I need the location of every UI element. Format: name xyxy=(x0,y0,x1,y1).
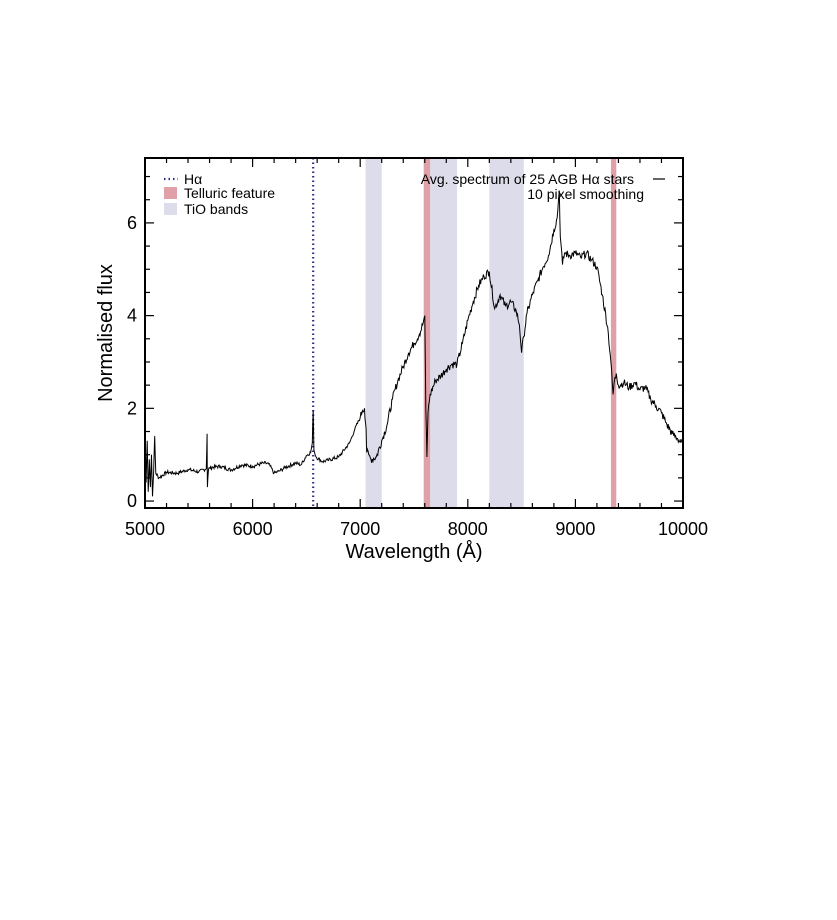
axis-ticks xyxy=(144,158,684,508)
y-tick-label: 6 xyxy=(127,213,137,233)
y-tick-label: 4 xyxy=(127,306,137,326)
x-tick-label: 10000 xyxy=(658,519,708,539)
legend-smoothing-note: 10 pixel smoothing xyxy=(527,186,644,202)
tio-band xyxy=(489,158,524,508)
spectrum-line xyxy=(144,190,684,497)
plot-frame xyxy=(144,157,684,509)
tick-labels: 5000 6000 7000 8000 9000 10000 0 2 4 6 xyxy=(125,213,708,539)
x-axis-label: Wavelength (Å) xyxy=(345,540,482,563)
x-tick-label: 8000 xyxy=(448,519,488,539)
x-tick-label: 7000 xyxy=(340,519,380,539)
legend-left: Hα Telluric feature TiO bands xyxy=(164,171,275,217)
x-tick-label: 5000 xyxy=(125,519,165,539)
legend-telluric-label: Telluric feature xyxy=(184,185,275,201)
telluric-band xyxy=(423,158,431,508)
y-tick-label: 2 xyxy=(127,398,137,418)
tio-band xyxy=(430,158,458,508)
legend-halpha-label: Hα xyxy=(184,171,202,187)
tio-band xyxy=(365,158,382,508)
legend-spectrum-label: Avg. spectrum of 25 AGB Hα stars xyxy=(421,171,634,187)
y-axis-label: Normalised flux xyxy=(95,264,117,402)
x-tick-label: 9000 xyxy=(555,519,595,539)
highlight-bands xyxy=(365,158,617,508)
legend-tio-label: TiO bands xyxy=(184,201,248,217)
x-tick-label: 6000 xyxy=(233,519,273,539)
legend-right: Avg. spectrum of 25 AGB Hα stars 10 pixe… xyxy=(421,171,665,202)
legend-telluric-swatch xyxy=(164,187,177,199)
legend-tio-swatch xyxy=(164,203,177,215)
telluric-band xyxy=(610,158,617,508)
y-tick-label: 0 xyxy=(127,491,137,511)
series-layer xyxy=(144,158,684,508)
